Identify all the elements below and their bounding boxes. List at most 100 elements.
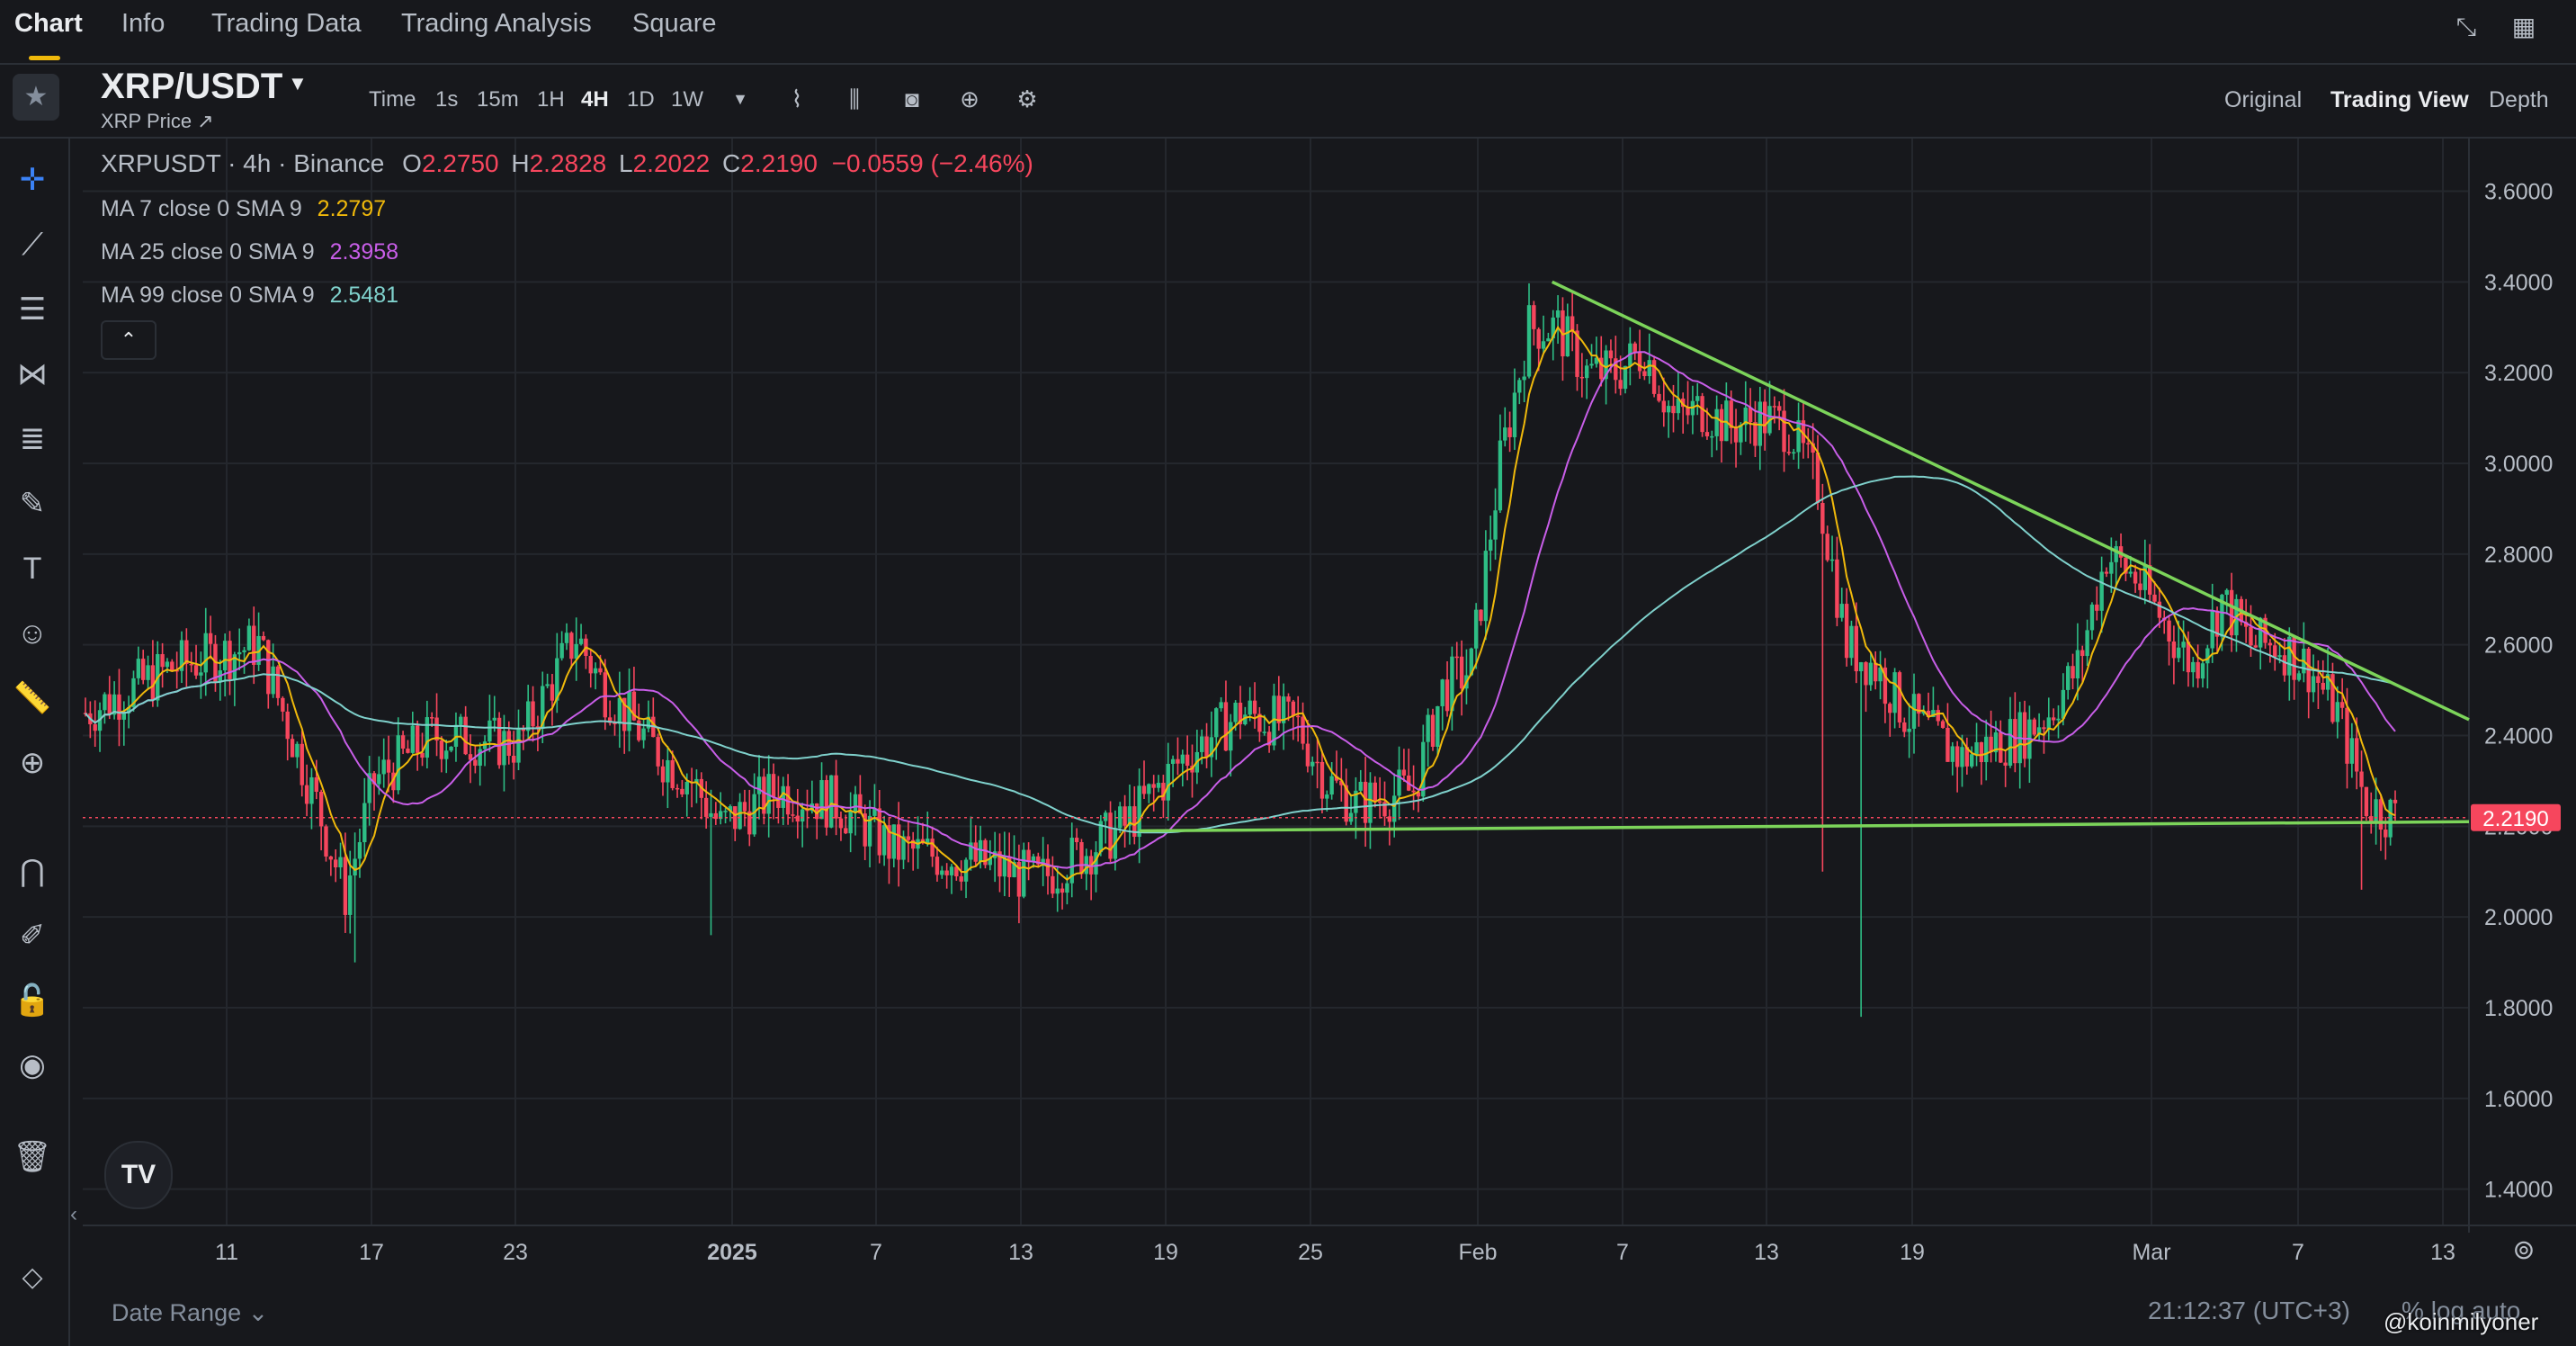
symbol-dropdown-icon[interactable]: ▼ bbox=[288, 72, 308, 94]
candle-body bbox=[617, 697, 622, 724]
pencil-lock-icon[interactable]: ✐ bbox=[19, 919, 46, 953]
percent-label: % bbox=[2402, 1297, 2424, 1324]
candle-body bbox=[242, 650, 246, 652]
price-tick-label: 2.0000 bbox=[2484, 905, 2553, 930]
candle-body bbox=[511, 756, 516, 763]
fib-icon[interactable]: ≣ bbox=[19, 422, 46, 456]
time-interval-button[interactable]: Time bbox=[369, 87, 416, 112]
collapse-legend-button[interactable]: ⌃ bbox=[101, 320, 157, 360]
tab-trading-analysis[interactable]: Trading Analysis bbox=[401, 9, 592, 38]
candle-body bbox=[795, 815, 800, 822]
candle-body bbox=[1151, 784, 1156, 788]
favorite-star-icon[interactable]: ★ bbox=[13, 74, 59, 121]
chart-settings-icon[interactable]: ⊚ bbox=[2512, 1235, 2536, 1265]
collapse-toolbar-icon[interactable]: ‹ bbox=[70, 1202, 77, 1226]
candle-body bbox=[622, 697, 627, 731]
grid-icon[interactable]: ▦ bbox=[2511, 13, 2536, 40]
candle-body bbox=[406, 749, 410, 753]
candle-body bbox=[564, 633, 569, 643]
candle-body bbox=[1729, 400, 1733, 428]
tab-square[interactable]: Square bbox=[632, 9, 717, 38]
interval-15m[interactable]: 15m bbox=[477, 87, 519, 112]
symbol-subtitle-link[interactable]: XRP Price ↗ bbox=[101, 110, 214, 132]
ma99-legend[interactable]: MA 99 close 0 SMA 9 2.5481 bbox=[101, 283, 398, 309]
layers-icon[interactable]: ◇ bbox=[22, 1262, 43, 1292]
tab-trading-data[interactable]: Trading Data bbox=[211, 9, 362, 38]
add-icon[interactable]: ⊕ bbox=[960, 85, 979, 112]
interval-1h[interactable]: 1H bbox=[537, 87, 565, 112]
collapse-icon[interactable]: ⤡ bbox=[2455, 13, 2477, 40]
view-trading-view[interactable]: Trading View bbox=[2330, 87, 2469, 112]
candle-body bbox=[1373, 782, 1377, 802]
brush-icon[interactable]: ✎ bbox=[19, 487, 46, 521]
candle-body bbox=[1147, 784, 1151, 794]
candle-body bbox=[459, 716, 463, 725]
candle-body bbox=[199, 672, 203, 676]
candle-body bbox=[1984, 736, 1989, 763]
candle-body bbox=[1815, 453, 1820, 503]
ma25-label: MA 25 close 0 SMA 9 bbox=[101, 239, 315, 265]
interval-1s[interactable]: 1s bbox=[435, 87, 459, 112]
candle-body bbox=[1686, 407, 1690, 416]
candle-body bbox=[694, 778, 699, 784]
magnet-icon[interactable]: ⋂ bbox=[20, 854, 45, 888]
crosshair-icon[interactable]: ✛ bbox=[19, 163, 46, 197]
close-label: C bbox=[722, 149, 741, 177]
percent-scale-toggle[interactable]: % log auto bbox=[2402, 1297, 2520, 1325]
interval-dropdown-icon[interactable]: ▼ bbox=[732, 90, 748, 108]
candle-body bbox=[771, 774, 776, 798]
pattern-icon[interactable]: ⋈ bbox=[17, 357, 48, 391]
candle-type-icon[interactable]: ⫼ bbox=[849, 85, 860, 112]
settings-icon[interactable]: ⚙ bbox=[1016, 85, 1038, 112]
trash-icon[interactable]: 🗑 bbox=[13, 1140, 52, 1174]
text-icon[interactable]: T bbox=[22, 552, 42, 586]
legend-title: XRPUSDT · 4h · Binance bbox=[101, 149, 385, 177]
eye-icon[interactable]: ◉ bbox=[19, 1048, 46, 1082]
candle-body bbox=[271, 666, 275, 695]
zoom-icon[interactable]: ⊕ bbox=[19, 746, 46, 780]
interval-1d[interactable]: 1D bbox=[627, 87, 655, 112]
candle-body bbox=[1570, 316, 1575, 331]
candle-body bbox=[776, 797, 781, 808]
low-value: 2.2022 bbox=[632, 149, 711, 177]
candle-body bbox=[160, 654, 165, 668]
ma25-legend[interactable]: MA 25 close 0 SMA 9 2.3958 bbox=[101, 239, 398, 265]
interval-4h[interactable]: 4H bbox=[581, 87, 609, 112]
candle-body bbox=[762, 776, 766, 814]
candle-body bbox=[2253, 645, 2258, 648]
candle-body bbox=[1473, 609, 1479, 649]
tab-info[interactable]: Info bbox=[121, 9, 165, 38]
date-range-button[interactable]: Date Range ⌄ bbox=[112, 1299, 269, 1326]
candle-body bbox=[863, 813, 867, 847]
candle-body bbox=[309, 776, 314, 804]
camera-icon[interactable]: ◙ bbox=[905, 85, 919, 112]
tradingview-logo[interactable]: TV bbox=[104, 1141, 173, 1209]
lock-icon[interactable]: 🔓 bbox=[13, 983, 52, 1018]
price-tick-label: 3.2000 bbox=[2484, 361, 2553, 386]
symbol-name[interactable]: XRP/USDT bbox=[101, 67, 283, 106]
horizontal-lines-icon[interactable]: ☰ bbox=[18, 292, 47, 327]
price-tick-label: 1.4000 bbox=[2484, 1178, 2553, 1203]
watermark: @koinmilyoner bbox=[2384, 1308, 2539, 1335]
price-tick-label: 3.0000 bbox=[2484, 452, 2553, 477]
candle-body bbox=[944, 870, 949, 875]
emoji-icon[interactable]: ☺ bbox=[16, 616, 49, 651]
candle-body bbox=[121, 713, 126, 720]
candle-body bbox=[867, 815, 872, 847]
ruler-icon[interactable]: 📏 bbox=[13, 681, 52, 715]
candle-body bbox=[891, 824, 896, 859]
ma7-legend[interactable]: MA 7 close 0 SMA 9 2.2797 bbox=[101, 196, 386, 222]
tab-chart[interactable]: Chart bbox=[14, 9, 83, 38]
candle-body bbox=[1883, 667, 1888, 704]
candle-body bbox=[2374, 799, 2378, 824]
indicators-icon[interactable]: ⌇ bbox=[791, 85, 803, 112]
interval-1w[interactable]: 1W bbox=[671, 87, 703, 112]
view-depth[interactable]: Depth bbox=[2489, 87, 2549, 112]
candle-body bbox=[2243, 622, 2249, 627]
candle-body bbox=[1238, 702, 1243, 725]
view-original[interactable]: Original bbox=[2224, 87, 2303, 112]
ma99-line bbox=[85, 475, 2396, 834]
trend-line-icon[interactable]: ⟋ bbox=[22, 228, 43, 262]
candle-body bbox=[1989, 736, 1993, 753]
